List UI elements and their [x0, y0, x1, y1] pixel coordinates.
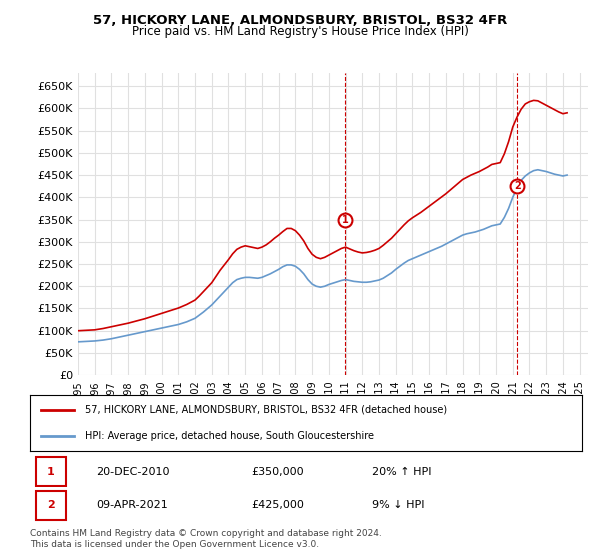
Text: HPI: Average price, detached house, South Gloucestershire: HPI: Average price, detached house, Sout…: [85, 431, 374, 441]
Text: Contains HM Land Registry data © Crown copyright and database right 2024.: Contains HM Land Registry data © Crown c…: [30, 529, 382, 538]
Text: Price paid vs. HM Land Registry's House Price Index (HPI): Price paid vs. HM Land Registry's House …: [131, 25, 469, 38]
Text: 1: 1: [341, 214, 349, 225]
Text: 57, HICKORY LANE, ALMONDSBURY, BRISTOL, BS32 4FR: 57, HICKORY LANE, ALMONDSBURY, BRISTOL, …: [93, 14, 507, 27]
FancyBboxPatch shape: [35, 491, 66, 520]
Text: 2: 2: [514, 181, 521, 191]
Text: 09-APR-2021: 09-APR-2021: [96, 501, 168, 510]
Text: This data is licensed under the Open Government Licence v3.0.: This data is licensed under the Open Gov…: [30, 540, 319, 549]
FancyBboxPatch shape: [35, 457, 66, 486]
Text: 2: 2: [47, 501, 55, 510]
Text: 57, HICKORY LANE, ALMONDSBURY, BRISTOL, BS32 4FR (detached house): 57, HICKORY LANE, ALMONDSBURY, BRISTOL, …: [85, 405, 448, 415]
Text: 1: 1: [47, 467, 55, 477]
Text: 20-DEC-2010: 20-DEC-2010: [96, 467, 170, 477]
Text: 20% ↑ HPI: 20% ↑ HPI: [372, 467, 432, 477]
Text: 9% ↓ HPI: 9% ↓ HPI: [372, 501, 425, 510]
Text: £425,000: £425,000: [251, 501, 304, 510]
Text: £350,000: £350,000: [251, 467, 304, 477]
